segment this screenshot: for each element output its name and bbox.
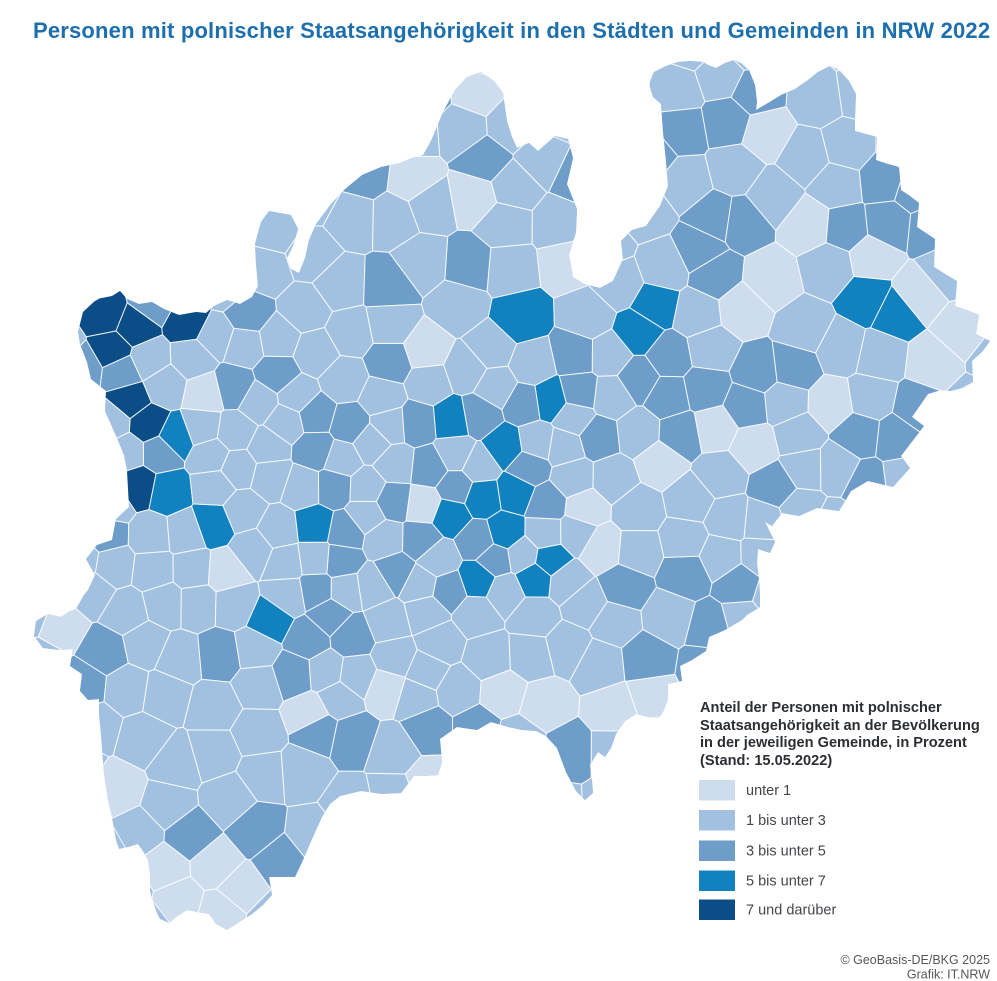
svg-text:unter 1: unter 1 xyxy=(746,783,791,799)
svg-text:7 und darüber: 7 und darüber xyxy=(746,903,836,919)
svg-text:Grafik: IT.NRW: Grafik: IT.NRW xyxy=(907,968,990,981)
svg-text:© GeoBasis-DE/BKG 2025: © GeoBasis-DE/BKG 2025 xyxy=(840,953,990,967)
svg-text:Staatsangehörigkeit an der Bev: Staatsangehörigkeit an der Bevölkerung xyxy=(700,718,980,734)
svg-text:in der jeweiligen Gemeinde, in: in der jeweiligen Gemeinde, in Prozent xyxy=(700,735,967,751)
svg-text:5 bis unter 7: 5 bis unter 7 xyxy=(746,874,826,890)
svg-text:(Stand: 15.05.2022): (Stand: 15.05.2022) xyxy=(700,753,832,769)
svg-text:3 bis unter 5: 3 bis unter 5 xyxy=(746,844,826,860)
svg-text:Personen mit polnischer Staats: Personen mit polnischer Staatsangehörigk… xyxy=(33,18,990,43)
svg-text:1 bis unter 3: 1 bis unter 3 xyxy=(746,813,826,829)
svg-text:Anteil der Personen mit polnis: Anteil der Personen mit polnischer xyxy=(700,700,942,716)
